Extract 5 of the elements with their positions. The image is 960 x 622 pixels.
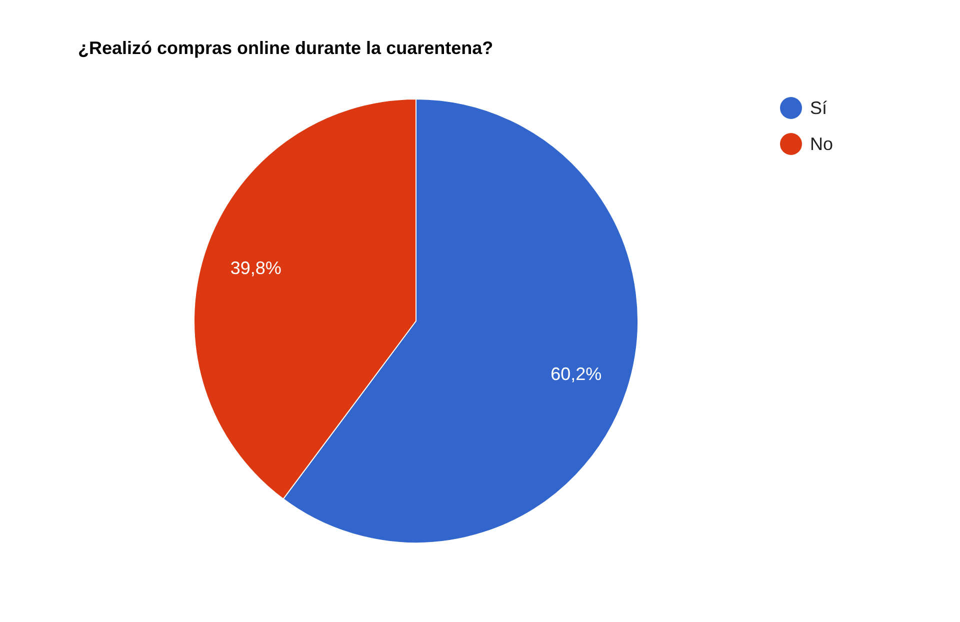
chart-title: ¿Realizó compras online durante la cuarentena? bbox=[78, 38, 494, 59]
legend-label: Sí bbox=[810, 98, 828, 118]
legend-label: No bbox=[810, 134, 834, 154]
data-label: 39,8% bbox=[230, 258, 282, 278]
data-label: 60,2% bbox=[550, 364, 602, 384]
